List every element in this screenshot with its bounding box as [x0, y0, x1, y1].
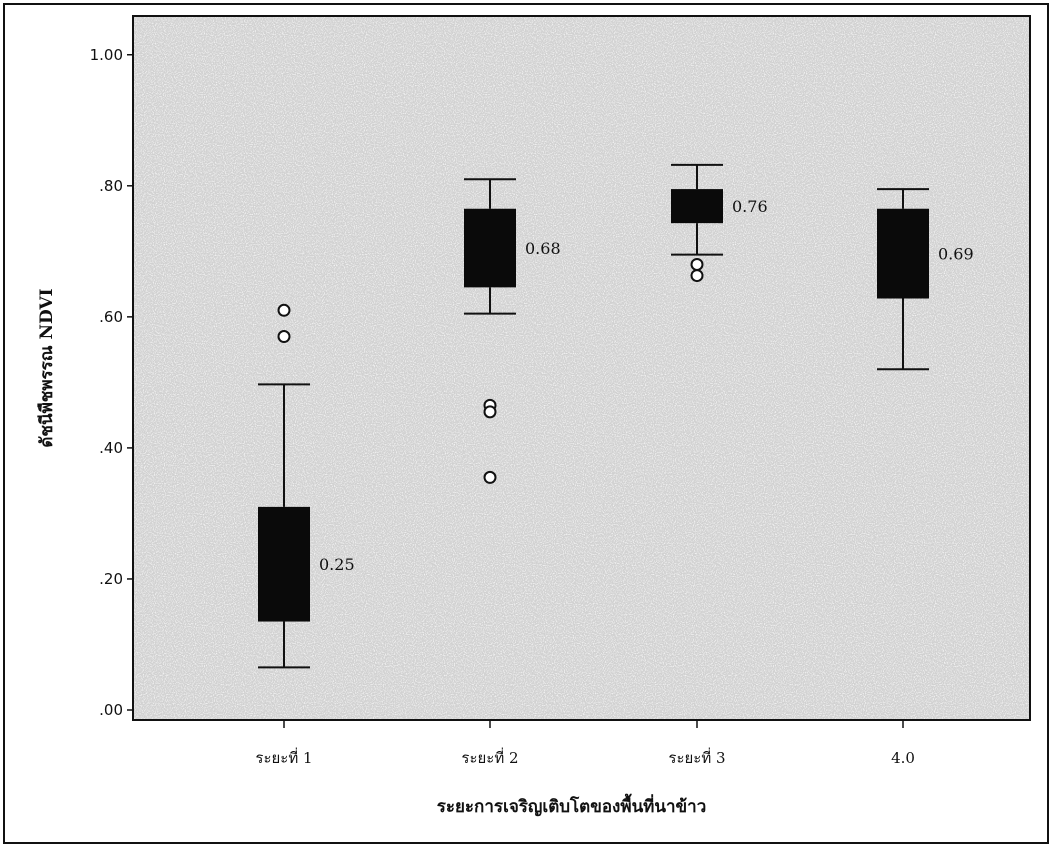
- box-value-label: 0.25: [319, 555, 355, 574]
- box-series: 0.25 0.68 0.76 0.69: [258, 163, 974, 669]
- outlier-point: [483, 470, 497, 484]
- y-tick-label: .60: [99, 308, 123, 326]
- x-tick-label: ระยะที่ 2: [461, 747, 518, 767]
- outlier-point: [690, 269, 704, 283]
- iqr-box: [877, 208, 929, 299]
- box-group: 0.76: [671, 163, 768, 283]
- iqr-box: [671, 189, 723, 224]
- outlier-point: [277, 303, 291, 317]
- figure-frame: [3, 3, 1049, 844]
- x-axis-title: ระยะการเจริญเติบโตของพื้นที่นาข้าว: [437, 793, 707, 817]
- box-value-label: 0.69: [938, 245, 974, 264]
- y-tick-label: .40: [99, 439, 123, 457]
- iqr-box: [464, 208, 516, 288]
- x-tick-label: 4.0: [891, 749, 915, 767]
- plot-border: [132, 15, 1031, 721]
- box-group: 0.69: [877, 188, 974, 371]
- x-axis: ระยะที่ 1 ระยะที่ 2 ระยะที่ 3 4.0: [255, 720, 915, 767]
- y-axis: .00 .20 .40 .60 .80 1.00: [90, 46, 133, 719]
- x-tick-label: ระยะที่ 1: [255, 747, 312, 767]
- y-tick-label: .80: [99, 177, 123, 195]
- y-tick-label: 1.00: [90, 46, 123, 64]
- outlier-point: [483, 405, 497, 419]
- outlier-point: [277, 330, 291, 344]
- box-value-label: 0.76: [732, 197, 768, 216]
- y-axis-title: ดัชนีพืชพรรณ NDVI: [36, 288, 57, 447]
- box-value-label: 0.68: [525, 239, 561, 258]
- box-group: 0.25: [258, 303, 355, 669]
- y-tick-label: .20: [99, 570, 123, 588]
- outlier-point: [690, 257, 704, 271]
- x-tick-label: ระยะที่ 3: [668, 747, 725, 767]
- box-group: 0.68: [464, 178, 561, 484]
- iqr-box: [258, 506, 310, 622]
- y-tick-label: .00: [99, 701, 123, 719]
